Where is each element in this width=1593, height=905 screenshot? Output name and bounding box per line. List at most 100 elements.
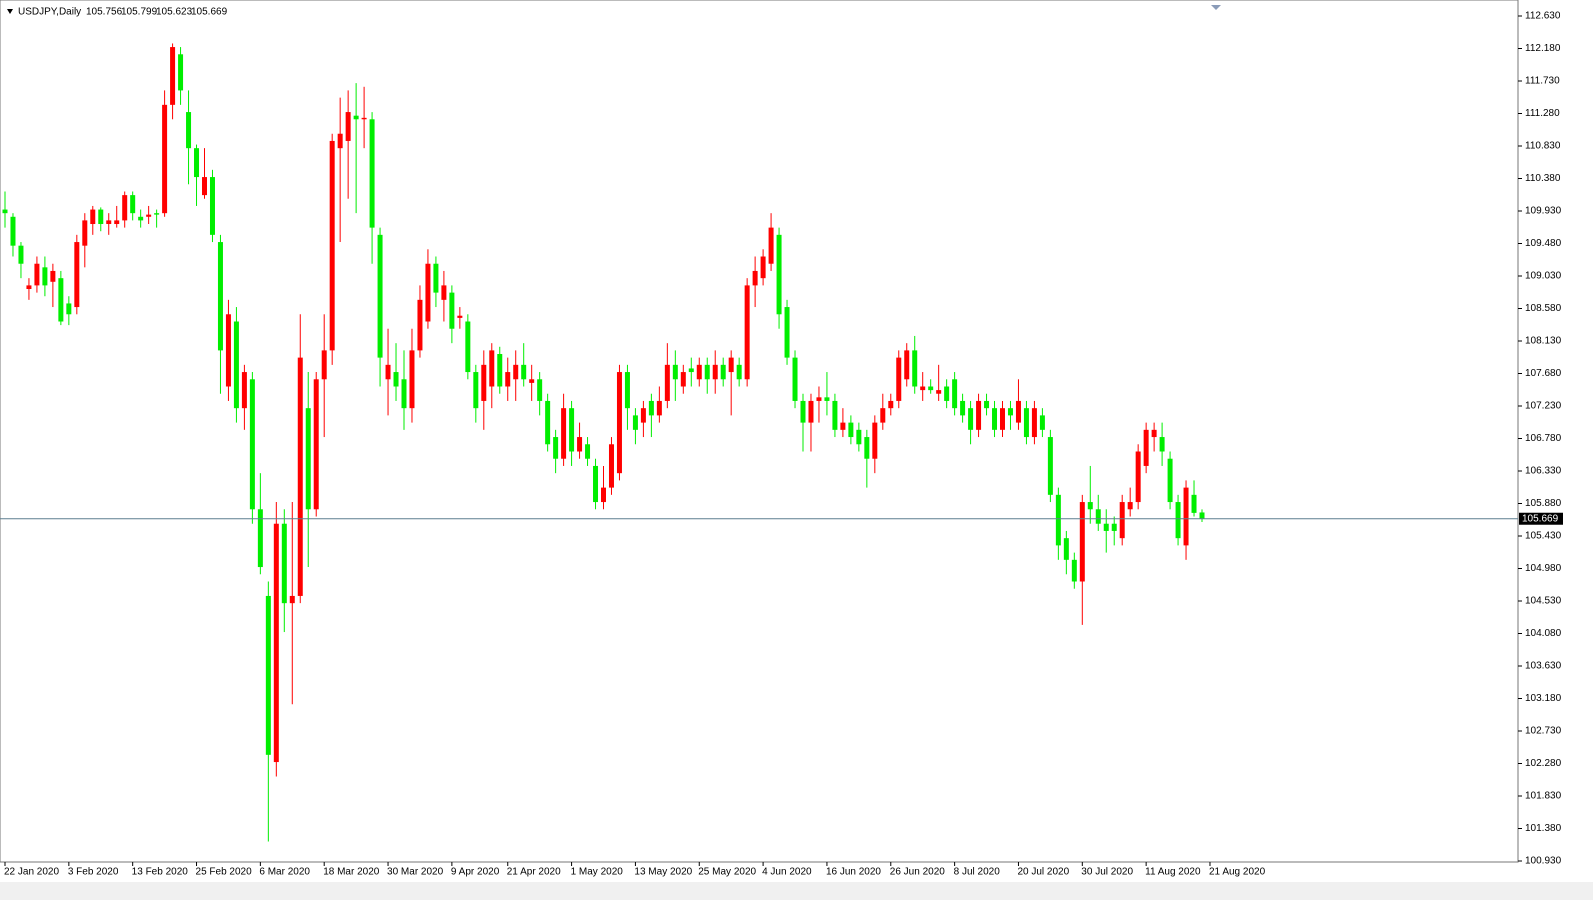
candle-body (233, 321, 239, 409)
candle-body (1031, 408, 1037, 438)
candle-body (1143, 429, 1149, 466)
candle-body (178, 54, 184, 91)
ohlc-open: 105.756 (86, 7, 123, 18)
x-tick-label: 21 Aug 2020 (1209, 867, 1266, 878)
y-tick-label: 109.930 (1525, 206, 1562, 217)
candle-body (784, 307, 790, 358)
candle-body (593, 465, 599, 503)
candle-body (1111, 523, 1117, 531)
candle-body (82, 220, 88, 246)
candle-body (42, 267, 48, 286)
candle-body (992, 408, 998, 430)
y-tick-label: 104.080 (1525, 628, 1562, 639)
ohlc-low: 105.623 (156, 7, 193, 18)
candle-body (529, 379, 535, 383)
candle-body (680, 372, 686, 387)
candle-body (186, 112, 192, 149)
candle-body (944, 386, 950, 401)
y-tick-label: 108.580 (1525, 303, 1562, 314)
last-price-box (1519, 512, 1563, 525)
candle-body (1151, 429, 1157, 438)
x-tick-label: 30 Mar 2020 (387, 867, 444, 878)
chart-frame (0, 0, 1519, 863)
candle-body (321, 350, 327, 380)
candle-body (1023, 408, 1029, 438)
candle-body (561, 408, 567, 459)
candle-body (896, 357, 902, 401)
y-tick-label: 111.730 (1525, 76, 1560, 87)
candle-body (98, 209, 104, 225)
candle-body (18, 245, 24, 264)
candle-body (146, 214, 152, 217)
y-tick-label: 107.230 (1525, 401, 1562, 412)
candle-body (816, 397, 822, 401)
candle-body (441, 285, 447, 300)
candle-body (728, 357, 734, 373)
candle-body (744, 285, 750, 380)
candle-body (648, 400, 654, 416)
candle-body (481, 364, 487, 401)
candle-body (497, 354, 503, 387)
y-tick-label: 102.280 (1525, 758, 1562, 769)
candle-body (130, 195, 136, 214)
candle-body (433, 263, 439, 293)
candle-body (768, 227, 774, 264)
x-tick-label: 8 Jul 2020 (954, 867, 1001, 878)
candle-body (249, 379, 255, 510)
candle-body (672, 364, 678, 380)
candle-body (1199, 512, 1205, 519)
candle-body (202, 177, 207, 196)
candle-body (1000, 408, 1005, 430)
y-tick-label: 110.830 (1525, 141, 1561, 152)
y-tick-label: 111.280 (1525, 108, 1560, 119)
candle-body (888, 400, 894, 409)
y-tick-label: 103.180 (1525, 693, 1562, 704)
candle-body (640, 408, 646, 423)
candle-body (393, 372, 399, 387)
collapse-arrow[interactable] (7, 9, 13, 14)
candle-body (505, 372, 511, 387)
candle-body (960, 400, 966, 416)
candle-body (624, 372, 630, 409)
shift-marker[interactable] (1211, 5, 1221, 10)
candle-body (1079, 502, 1085, 582)
candle-body (1183, 487, 1189, 546)
candle-body (704, 364, 710, 380)
x-tick-label: 22 Jan 2020 (4, 867, 59, 878)
y-tick-label: 105.880 (1525, 498, 1562, 509)
candle-body (289, 595, 295, 604)
candle-body (720, 364, 726, 380)
candle-body (257, 509, 263, 568)
candle-body (928, 386, 934, 391)
candle-body (273, 523, 279, 763)
candle-body (537, 379, 543, 401)
candle-body (122, 195, 128, 221)
candle-body (225, 314, 231, 387)
candle-body (688, 368, 694, 373)
x-tick-label: 18 Mar 2020 (323, 867, 380, 878)
candle-body (760, 256, 766, 279)
candle-body (585, 444, 591, 459)
candle-body (66, 303, 72, 315)
y-tick-label: 109.480 (1525, 238, 1562, 249)
candle-body (1103, 523, 1109, 531)
candle-body (114, 220, 120, 225)
candle-body (58, 278, 64, 322)
candle-body (217, 242, 223, 351)
candle-body (656, 400, 662, 416)
x-tick-label: 13 Feb 2020 (132, 867, 189, 878)
candle-body (632, 415, 638, 430)
candle-body (138, 216, 144, 221)
candle-body (74, 242, 80, 308)
candle-body (1159, 437, 1165, 452)
candle-body (952, 379, 958, 409)
candle-body (106, 220, 112, 225)
candle-body (465, 321, 471, 373)
y-tick-label: 112.630 (1525, 11, 1561, 22)
candle-body (34, 263, 40, 286)
candle-body (800, 400, 806, 423)
x-tick-label: 3 Feb 2020 (68, 867, 119, 878)
y-tick-label: 105.430 (1525, 531, 1562, 542)
candle-body (1063, 538, 1069, 560)
